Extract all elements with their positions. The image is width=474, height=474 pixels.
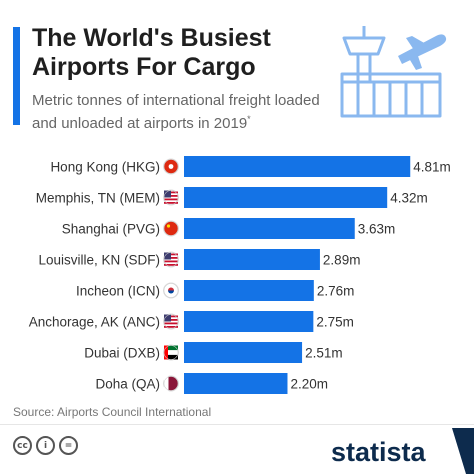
uae-flag-icon	[163, 344, 179, 361]
value-label: 4.81m	[413, 160, 451, 175]
qatar-flag-icon	[163, 375, 179, 392]
category-label: Shanghai (PVG)	[62, 222, 160, 237]
page-title: The World's Busiest Airports For Cargo	[32, 24, 271, 81]
bar	[184, 311, 314, 332]
value-label: 2.20m	[290, 377, 328, 392]
usa-flag-icon	[163, 251, 179, 268]
bar	[184, 218, 355, 239]
bar	[184, 249, 320, 270]
south-korea-flag-icon	[163, 282, 179, 299]
nd-icon[interactable]: =	[59, 436, 78, 455]
value-label: 3.63m	[358, 222, 396, 237]
footer-divider	[0, 424, 474, 425]
cc-icon[interactable]: cc	[13, 436, 32, 455]
statista-logo[interactable]: statista	[325, 428, 474, 474]
category-label: Doha (QA)	[95, 377, 160, 392]
category-label: Louisville, KN (SDF)	[38, 253, 160, 268]
category-label: Memphis, TN (MEM)	[36, 191, 160, 206]
brand-wordmark: statista	[331, 437, 427, 467]
page-subtitle: Metric tonnes of international freight l…	[32, 92, 342, 133]
accent-bar	[13, 27, 20, 125]
value-label: 2.51m	[305, 346, 343, 361]
value-label: 2.76m	[317, 284, 355, 299]
china-flag-icon	[163, 220, 179, 237]
value-label: 2.89m	[323, 253, 361, 268]
license-icons: cc i =	[13, 436, 78, 455]
by-icon[interactable]: i	[36, 436, 55, 455]
value-label: 2.75m	[316, 315, 354, 330]
bar	[184, 156, 411, 177]
hong-kong-flag-icon	[163, 158, 179, 175]
airport-control-tower-airplane-icon	[340, 26, 447, 118]
value-label: 4.32m	[390, 191, 428, 206]
category-label: Incheon (ICN)	[76, 284, 160, 299]
bar	[184, 187, 388, 208]
usa-flag-icon	[163, 313, 179, 330]
bar	[184, 373, 288, 394]
source-note: Source: Airports Council International	[13, 405, 212, 419]
bar-chart: Hong Kong (HKG) 4.81m Memphis, TN (MEM) 4.3…	[29, 156, 451, 394]
category-label: Dubai (DXB)	[84, 346, 160, 361]
category-label: Hong Kong (HKG)	[50, 160, 160, 175]
usa-flag-icon	[163, 189, 179, 206]
subtitle-text: Metric tonnes of international freight l…	[32, 92, 320, 132]
bar	[184, 342, 303, 363]
bar	[184, 280, 314, 301]
subtitle-footnote-mark: *	[247, 114, 251, 124]
category-label: Anchorage, AK (ANC)	[29, 315, 160, 330]
